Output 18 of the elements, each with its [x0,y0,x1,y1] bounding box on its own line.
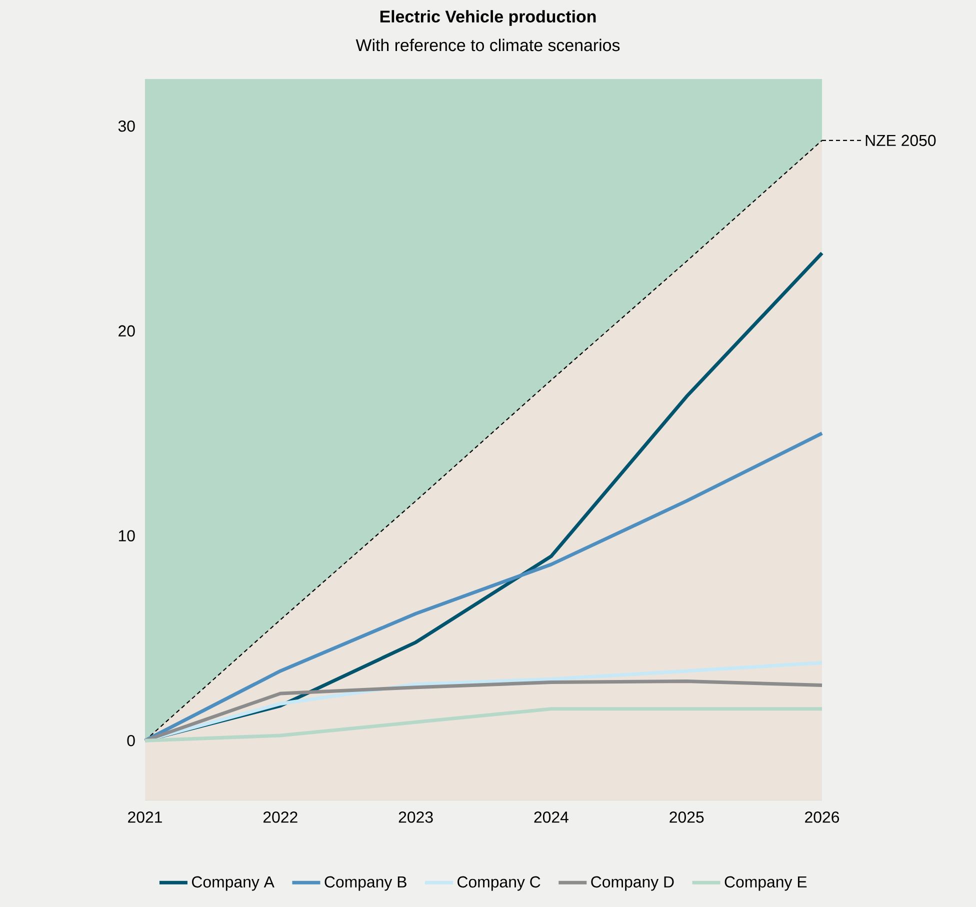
y-tick-label: 20 [118,325,135,337]
y-tick-label: 0 [127,734,135,746]
legend-label: Company A [192,876,274,891]
x-tick-label: 2021 [128,812,162,823]
legend-label: Company E [724,876,807,891]
legend-label: NZE 2050 [866,134,936,146]
legend-label: Company B [324,876,406,891]
chart-title: Electric Vehicle production [380,10,596,26]
y-tick-label: 10 [118,530,135,542]
chart-subtitle: With reference to climate scenarios [356,38,620,52]
legend-label: Company D [591,876,674,891]
x-tick-label: 2022 [263,812,298,823]
x-tick-label: 2025 [670,812,704,823]
legend-label: Company C [458,876,540,891]
x-tick-label: 2026 [805,812,840,823]
x-tick-label: 2023 [398,812,433,823]
x-tick-label: 2024 [534,812,568,823]
y-tick-label: 30 [118,120,135,132]
